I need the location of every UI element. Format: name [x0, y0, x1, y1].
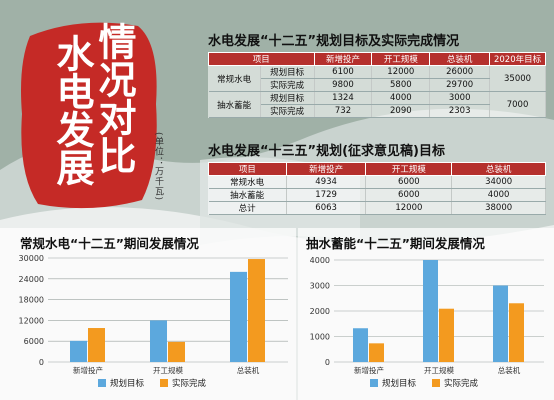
y-tick-label: 3000 — [310, 282, 330, 291]
table1-header: 新增投产 — [313, 52, 373, 66]
legend-label: 实际完成 — [444, 378, 479, 389]
table2-header-row: 项目 新增投产 开工规模 总装机 — [208, 162, 546, 176]
table2-title: 水电发展“十三五”规划(征求意见稿)目标 — [208, 144, 445, 159]
legend-swatch — [432, 379, 440, 387]
table1-sub: 规划目标 — [260, 65, 315, 79]
x-tick-label: 开工规模 — [424, 365, 454, 375]
table1-header: 总装机 — [429, 52, 491, 66]
chart1-svg: 0 6000 12000 18000 24000 30000 新增投产 开工规模 总装机规划目标… — [19, 254, 288, 389]
table-cell: 9800 — [314, 78, 373, 92]
table1-sub: 实际完成 — [260, 78, 315, 92]
table-row: 实际完成 9800 5800 29700 — [209, 78, 546, 92]
y-tick-label: 4000 — [310, 256, 330, 265]
table-cell: 3000 — [429, 91, 491, 105]
table-cell: 29700 — [429, 78, 491, 92]
table-row: 抽水蓄能 1729 6000 4000 — [208, 188, 546, 202]
table-row: 实际完成 732 2090 2303 — [209, 104, 546, 118]
table-cell: 6000 — [365, 188, 453, 202]
table2-header: 总装机 — [451, 162, 546, 176]
legend-label: 规划目标 — [382, 378, 417, 389]
bar-plan — [150, 320, 167, 362]
table2-header: 开工规模 — [365, 162, 453, 176]
bar-plan — [493, 285, 508, 362]
table2-header: 项目 — [208, 162, 287, 176]
table-cell: 6063 — [286, 201, 367, 215]
table-cell: 12000 — [371, 65, 431, 79]
unit-note: (单位：万千瓦) — [153, 132, 163, 202]
table-cell: 732 — [314, 104, 373, 118]
bar-actual — [369, 343, 384, 362]
legend-label: 规划目标 — [110, 378, 145, 389]
table1-group: 抽水蓄能 — [208, 91, 261, 118]
y-tick-label: 30000 — [19, 254, 44, 263]
y-tick-label: 1000 — [310, 333, 330, 342]
table-cell: 2090 — [371, 104, 431, 118]
legend-label: 实际完成 — [172, 378, 207, 389]
bar-actual — [509, 303, 524, 362]
x-tick-label: 开工规模 — [153, 365, 183, 375]
bar-actual — [168, 341, 185, 362]
bar-plan — [230, 271, 247, 362]
bar-actual — [248, 259, 265, 362]
table1-title: 水电发展“十二五”规划目标及实际完成情况 — [208, 34, 460, 49]
table1-target: 35000 — [489, 65, 546, 92]
seal-text-col2: 情况对比 — [92, 22, 137, 174]
bar-actual — [439, 308, 454, 362]
y-tick-label: 0 — [39, 358, 44, 367]
chart1-title: 常规水电“十二五”期间发展情况 — [20, 236, 199, 251]
bar-plan — [353, 328, 368, 362]
table1-sub: 实际完成 — [260, 104, 315, 118]
table-cell: 6000 — [365, 175, 453, 189]
y-tick-label: 18000 — [19, 296, 44, 305]
table-cell: 抽水蓄能 — [208, 188, 287, 202]
legend-swatch — [160, 379, 168, 387]
table1-target: 7000 — [489, 91, 546, 118]
table-cell: 常规水电 — [208, 175, 287, 189]
table-cell: 5800 — [371, 78, 431, 92]
table-cell: 总计 — [208, 201, 287, 215]
y-tick-label: 0 — [325, 358, 330, 367]
table-cell: 26000 — [429, 65, 491, 79]
table-row: 总计 6063 12000 38000 — [208, 201, 546, 215]
table-row: 抽水蓄能 规划目标 1324 4000 3000 7000 — [208, 91, 546, 118]
table-cell: 4934 — [286, 175, 367, 189]
table-cell: 38000 — [451, 201, 546, 215]
table2-header: 新增投产 — [285, 162, 367, 176]
chart2-title: 抽水蓄能“十二五”期间发展情况 — [306, 236, 485, 251]
legend-swatch — [370, 379, 378, 387]
x-tick-label: 总装机 — [237, 365, 260, 375]
table1-header: 开工规模 — [371, 52, 431, 66]
table1-header: 项目 — [208, 52, 315, 66]
table2: 项目 新增投产 开工规模 总装机 常规水电 4934 6000 34000 抽水… — [208, 162, 546, 215]
table-row: 常规水电 规划目标 6100 12000 26000 35000 — [208, 65, 546, 92]
table-cell: 2303 — [429, 104, 491, 118]
table-cell: 4000 — [371, 91, 431, 105]
x-tick-label: 新增投产 — [354, 365, 384, 375]
table-cell: 12000 — [365, 201, 453, 215]
x-tick-label: 总装机 — [498, 365, 521, 375]
y-tick-label: 12000 — [19, 316, 44, 325]
title-seal — [21, 22, 157, 209]
table1-header-row: 项目 新增投产 开工规模 总装机 2020年目标 — [208, 52, 546, 66]
bar-plan — [423, 260, 438, 362]
y-tick-label: 6000 — [24, 337, 44, 346]
table-row: 常规水电 4934 6000 34000 — [208, 175, 546, 189]
table-cell: 1729 — [286, 188, 367, 202]
seal-text-col1: 水电发展 — [50, 34, 95, 186]
bar-actual — [88, 328, 105, 362]
legend-swatch — [98, 379, 106, 387]
table1: 项目 新增投产 开工规模 总装机 2020年目标 常规水电 规划目标 6100 … — [208, 52, 546, 118]
table-cell: 1324 — [314, 91, 373, 105]
table-cell: 34000 — [451, 175, 546, 189]
table1-header: 2020年目标 — [489, 52, 546, 66]
y-tick-label: 2000 — [310, 307, 330, 316]
table1-sub: 规划目标 — [260, 91, 315, 105]
x-tick-label: 新增投产 — [73, 365, 103, 375]
table1-group: 常规水电 — [208, 65, 261, 92]
bar-plan — [70, 340, 87, 362]
table-cell: 6100 — [314, 65, 373, 79]
table-cell: 4000 — [451, 188, 546, 202]
y-tick-label: 24000 — [19, 275, 44, 284]
